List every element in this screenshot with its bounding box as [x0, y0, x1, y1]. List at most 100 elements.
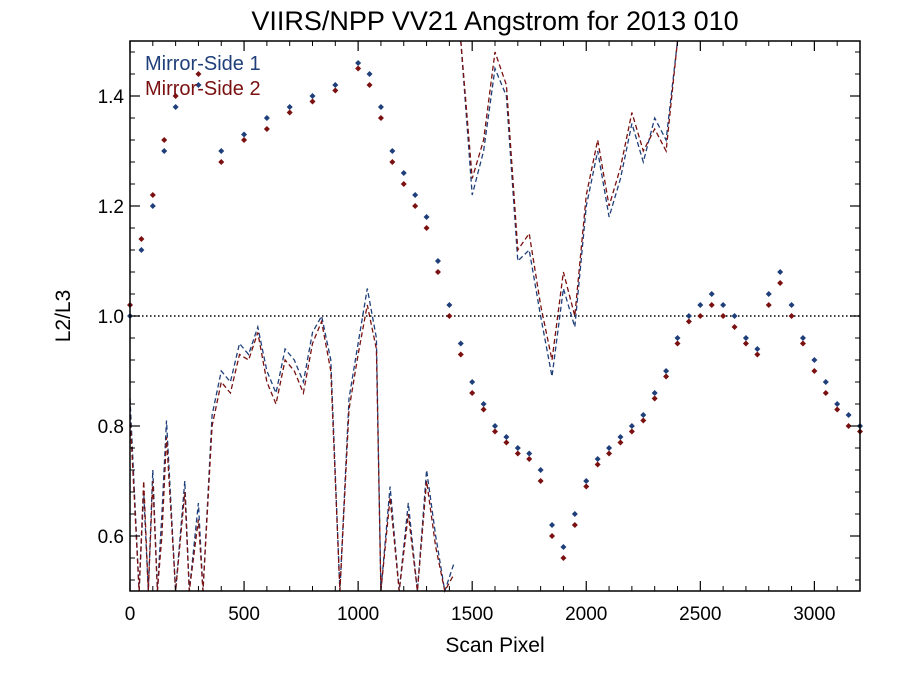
data-point-series-1 [834, 401, 841, 407]
data-point-series-1 [822, 379, 829, 385]
data-point-series-2 [560, 555, 567, 561]
data-point-series-1 [377, 104, 384, 110]
data-point-series-1 [571, 511, 578, 517]
data-point-series-2 [423, 225, 430, 231]
data-point-series-2 [742, 340, 749, 347]
data-point-series-2 [149, 192, 156, 198]
data-point-series-1 [697, 302, 704, 308]
data-point-series-1 [674, 335, 681, 341]
x-tick-label: 500 [228, 604, 260, 625]
data-point-series-1 [754, 346, 761, 352]
upper-dashed-series-line-2 [460, 40, 679, 361]
data-point-series-2 [708, 302, 715, 308]
data-point-series-2 [526, 456, 533, 462]
data-point-series-2 [583, 483, 590, 490]
data-point-series-1 [366, 71, 373, 77]
data-point-series-1 [492, 423, 498, 429]
y-tick-label: 0.8 [98, 417, 124, 438]
data-point-series-2 [640, 417, 647, 424]
data-point-series-2 [537, 478, 544, 484]
data-point-series-1 [446, 302, 453, 308]
data-point-series-1 [560, 544, 567, 550]
x-axis-label: Scan Pixel [445, 634, 544, 657]
data-point-series-2 [811, 368, 818, 374]
y-tick-label: 1.4 [98, 87, 125, 108]
y-tick-label: 1.2 [98, 197, 124, 218]
data-point-series-2 [754, 351, 761, 358]
plot-layer [127, 40, 863, 593]
data-point-series-2 [765, 302, 772, 308]
data-point-series-1 [457, 340, 464, 347]
data-point-series-2 [218, 159, 225, 165]
data-point-series-2 [617, 439, 624, 446]
data-point-series-1 [640, 412, 647, 418]
y-tick-label: 1.0 [98, 307, 124, 328]
data-point-series-2 [685, 318, 692, 325]
data-point-series-2 [286, 109, 293, 116]
data-point-series-1 [161, 148, 168, 154]
axis-layer: 0 500 1000 1500 2000 2500 3000 0.6 0.8 1.0 1.2 1.4 [98, 41, 860, 625]
data-point-series-2 [799, 340, 806, 347]
x-tick-label: 2500 [679, 604, 721, 625]
data-point-series-2 [788, 313, 795, 319]
data-point-series-2 [651, 395, 658, 402]
data-point-series-2 [263, 126, 270, 132]
data-point-series-1 [355, 60, 362, 66]
dashed-series-line-1 [129, 288, 455, 592]
data-point-series-1 [218, 148, 225, 154]
data-point-series-1 [606, 445, 613, 451]
data-point-series-1 [788, 302, 795, 308]
data-point-series-2 [355, 65, 362, 72]
upper-dashed-series-line-1 [460, 40, 679, 377]
data-point-series-2 [822, 390, 829, 396]
data-point-series-1 [389, 148, 396, 154]
data-point-series-1 [286, 104, 293, 110]
legend-label-mirror-side-2: Mirror-Side 2 [145, 78, 261, 100]
x-tick-label: 1000 [337, 604, 379, 625]
data-point-series-1 [799, 335, 806, 341]
data-point-series-2 [628, 428, 635, 435]
data-point-series-1 [480, 401, 487, 407]
data-point-series-1 [241, 131, 248, 138]
data-point-series-1 [731, 313, 738, 319]
data-point-series-1 [263, 115, 270, 121]
data-point-series-1 [434, 258, 441, 264]
data-point-series-2 [720, 313, 727, 319]
dashed-series-line-2 [129, 304, 455, 593]
x-tick-label: 1500 [451, 604, 493, 625]
data-point-series-2 [514, 450, 521, 457]
y-axis-label: L2/L3 [52, 290, 75, 343]
data-point-series-2 [731, 324, 738, 330]
data-point-series-1 [651, 390, 658, 396]
data-point-series-1 [469, 379, 476, 385]
data-point-series-2 [469, 390, 476, 396]
x-tick-label: 2000 [565, 604, 607, 625]
x-tick-label: 0 [125, 604, 136, 625]
data-point-series-2 [549, 533, 556, 539]
data-point-series-1 [765, 291, 772, 297]
legend-label-mirror-side-1: Mirror-Side 1 [145, 53, 261, 75]
data-point-series-1 [537, 467, 544, 473]
data-point-series-2 [389, 159, 396, 165]
data-point-series-1 [400, 170, 407, 176]
data-point-series-2 [366, 82, 373, 88]
data-point-series-1 [423, 214, 430, 220]
data-point-series-1 [742, 335, 749, 341]
data-point-series-1 [195, 82, 202, 88]
data-point-series-2 [834, 406, 841, 413]
data-point-series-2 [434, 269, 441, 275]
data-point-series-2 [492, 428, 498, 435]
data-point-series-1 [503, 434, 510, 440]
legend: Mirror-Side 1 Mirror-Side 2 [145, 53, 261, 100]
data-point-series-1 [583, 478, 590, 484]
data-point-series-1 [628, 423, 635, 429]
data-point-series-1 [309, 93, 316, 99]
data-point-series-2 [594, 461, 601, 468]
data-point-series-1 [777, 269, 784, 275]
data-point-series-1 [526, 450, 533, 457]
data-point-series-1 [138, 247, 145, 253]
data-point-series-1 [514, 445, 521, 451]
data-point-series-2 [412, 203, 419, 209]
plot-frame [129, 40, 861, 592]
